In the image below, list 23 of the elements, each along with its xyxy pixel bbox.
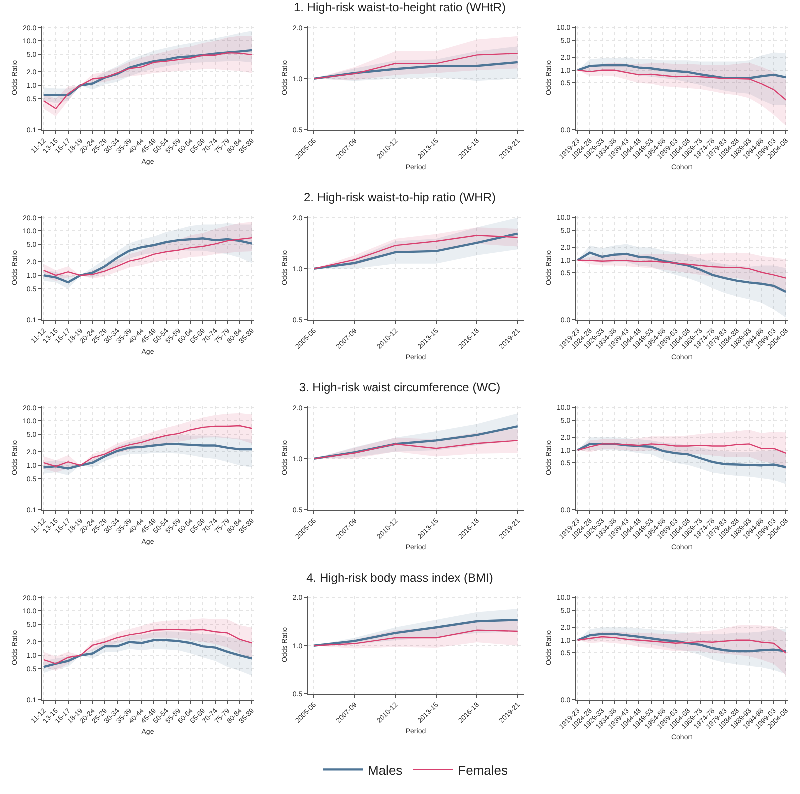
line-series — [43, 237, 253, 276]
line-series — [314, 52, 518, 80]
line-series — [43, 52, 253, 110]
line-series — [576, 443, 788, 468]
chart-title: 1. High-risk waist-to-height ratio (WHtR) — [294, 0, 506, 14]
line-series — [43, 425, 253, 468]
line-series — [314, 630, 518, 646]
line-series — [42, 639, 254, 668]
line-series — [43, 629, 253, 665]
line-series — [577, 444, 787, 454]
line-series — [42, 49, 254, 97]
legend-label: Males — [368, 762, 404, 778]
line-series — [577, 260, 787, 279]
line-series — [313, 61, 519, 80]
line-series — [42, 443, 254, 470]
line-series — [42, 238, 254, 284]
legend-label: Females — [458, 762, 509, 778]
line-series — [314, 440, 518, 460]
chart-title: 4. High-risk body mass index (BMI) — [306, 570, 494, 585]
line-series — [576, 64, 788, 80]
line-series — [577, 70, 787, 101]
chart-title: 2. High-risk waist-to-hip ratio (WHR) — [304, 190, 496, 204]
chart-title: 3. High-risk waist circumference (WC) — [299, 380, 501, 394]
